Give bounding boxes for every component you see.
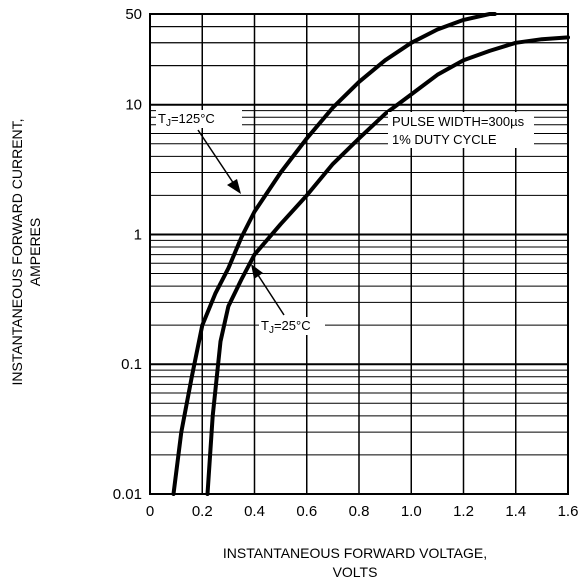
x-tick-label: 1.6 <box>558 503 579 520</box>
t125-label: TJ=125°C <box>158 111 215 129</box>
x-tick-labels: 0 0.2 0.4 0.6 0.8 1.0 1.2 1.4 1.6 <box>146 503 579 520</box>
y-tick-label: 10 <box>125 97 142 114</box>
x-tick-label: 1.0 <box>401 503 422 520</box>
t125-arrow-head <box>227 179 241 194</box>
curves <box>171 12 570 496</box>
x-axis-title-line1: INSTANTANEOUS FORWARD VOLTAGE, <box>223 545 487 561</box>
pulse-annotation-box <box>388 112 534 148</box>
plot-frame <box>149 13 569 495</box>
y-axis-title-line2: AMPERES <box>27 218 43 286</box>
x-tick-label: 0.4 <box>244 503 265 520</box>
x-tick-label: 0.8 <box>349 503 370 520</box>
y-tick-labels: 0.01 0.1 1 10 50 <box>113 6 142 503</box>
x-tick-label: 0.2 <box>192 503 213 520</box>
t25-label: TJ=25°C <box>261 318 311 336</box>
y-tick-label: 0.1 <box>121 356 142 373</box>
x-axis-title-line2: VOLTS <box>333 564 378 580</box>
y-tick-label: 1 <box>134 226 142 243</box>
t125-label-box <box>156 110 242 128</box>
t125-arrow <box>197 129 235 185</box>
y-tick-label: 50 <box>125 6 142 23</box>
t25-arrow <box>257 274 285 316</box>
duty-cycle-label: 1% DUTY CYCLE <box>392 132 497 147</box>
grid <box>150 14 568 494</box>
t25-label-box <box>259 317 325 335</box>
t25-arrow-head <box>251 264 263 279</box>
y-axis-title-line1: INSTANTANEOUS FORWARD CURRENT, <box>9 118 25 385</box>
series-line-t25 <box>205 35 570 496</box>
x-tick-label: 0 <box>146 503 154 520</box>
pulse-width-label: PULSE WIDTH=300µs <box>392 114 525 129</box>
series-line-t125 <box>171 12 497 496</box>
x-tick-label: 0.6 <box>296 503 317 520</box>
x-tick-label: 1.2 <box>453 503 474 520</box>
x-tick-label: 1.4 <box>505 503 526 520</box>
y-tick-label: 0.01 <box>113 486 142 503</box>
